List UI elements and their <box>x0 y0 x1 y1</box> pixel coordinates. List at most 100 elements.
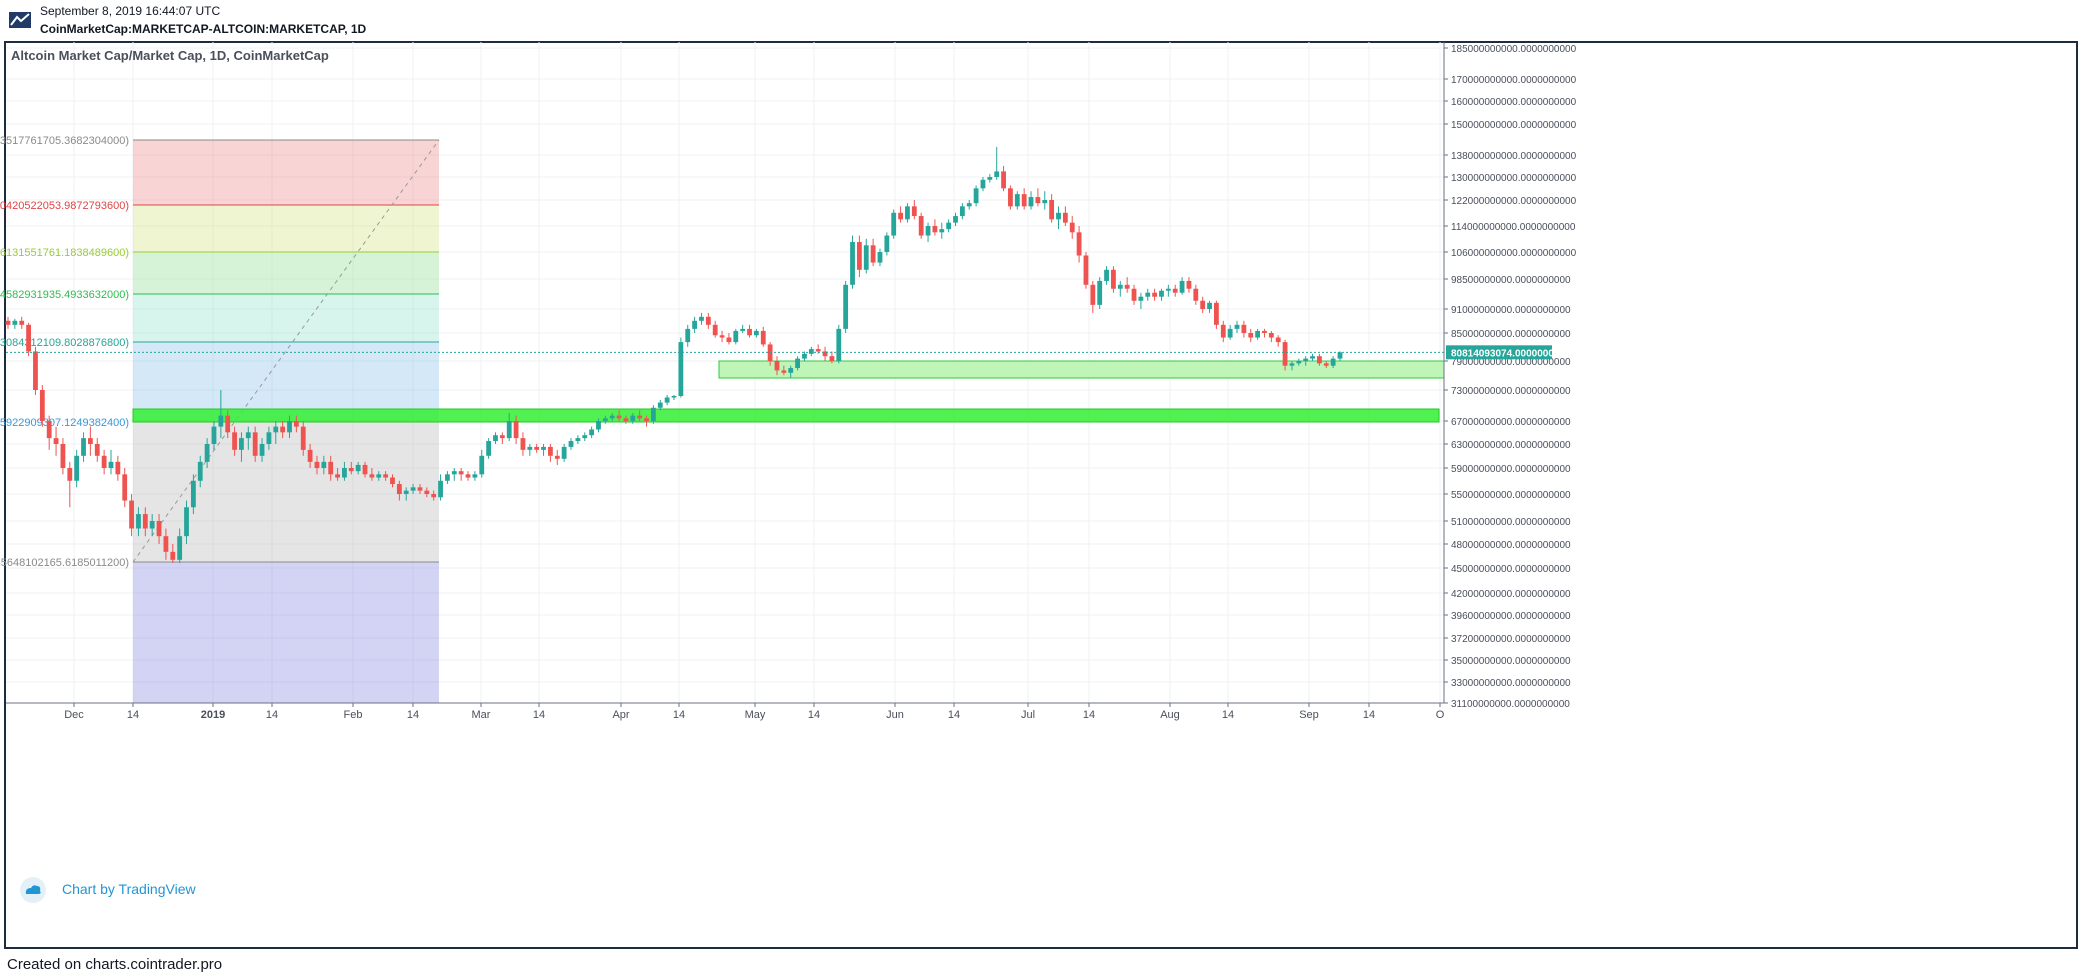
candle-body <box>81 438 86 456</box>
resistance-zone-lower <box>132 408 1440 423</box>
candle-body <box>335 474 340 478</box>
y-tick-label: 42000000000.0000000000 <box>1451 589 1571 600</box>
x-tick-label: Jul <box>1021 709 1035 721</box>
candle-body <box>445 474 450 481</box>
candle-body <box>184 507 189 537</box>
candle-body <box>163 536 169 552</box>
candle-body <box>1234 324 1240 329</box>
candle-body <box>424 490 430 494</box>
snapshot-date: September 8, 2019 16:44:07 UTC <box>40 4 221 18</box>
candle-body <box>1227 328 1233 338</box>
tradingview-logo-icon <box>9 12 31 28</box>
candle-body <box>458 471 464 475</box>
candle-body <box>1207 302 1212 309</box>
x-tick-label: 14 <box>948 709 960 721</box>
fib-zone <box>133 422 439 562</box>
candle-body <box>1014 194 1020 207</box>
fib-zone <box>133 252 439 294</box>
candle-body <box>1035 197 1041 204</box>
candle-body <box>293 421 299 427</box>
y-tick-label: 130000000000.0000000000 <box>1451 173 1577 184</box>
candle-body <box>94 444 100 456</box>
y-tick-label: 39600000000.0000000000 <box>1451 611 1571 622</box>
candle-body <box>877 252 883 263</box>
fib-level-label: 43517761705.3682304000) <box>0 135 129 147</box>
candle-body <box>994 171 1000 177</box>
candle-body <box>245 432 251 439</box>
candle-body <box>630 415 636 421</box>
candle-body <box>692 320 698 329</box>
header: September 8, 2019 16:44:07 UTC CoinMarke… <box>0 0 2087 42</box>
y-tick-label: 150000000000.0000000000 <box>1451 120 1577 131</box>
candle-body <box>795 358 800 369</box>
candle-body <box>1152 292 1158 297</box>
candle-body <box>705 316 711 325</box>
candle-body <box>513 421 519 439</box>
y-tick-label: 91000000000.0000000000 <box>1451 305 1571 316</box>
candle-body <box>1220 324 1226 338</box>
y-tick-label: 37200000000.0000000000 <box>1451 634 1571 645</box>
y-tick-label: 114000000000.0000000000 <box>1451 222 1576 233</box>
candle-body <box>959 206 965 217</box>
candle-body <box>190 480 196 508</box>
y-tick-label: 59000000000.0000000000 <box>1451 464 1571 475</box>
candle-body <box>499 435 505 439</box>
candle-body <box>1076 232 1082 256</box>
candle-body <box>671 395 677 398</box>
candle-body <box>1323 363 1329 366</box>
candle-body <box>252 432 258 456</box>
candle-body <box>753 330 759 336</box>
candle-body <box>1289 363 1295 366</box>
chart-frame <box>4 41 2078 949</box>
candle-body <box>760 330 766 345</box>
y-tick-label: 35000000000.0000000000 <box>1451 656 1571 667</box>
y-tick-label: 48000000000.0000000000 <box>1451 540 1571 551</box>
candle-body <box>946 222 952 230</box>
candle-body <box>905 206 910 220</box>
candle-body <box>53 438 59 444</box>
candle-body <box>918 216 924 236</box>
candle-body <box>1255 330 1261 338</box>
candle-body <box>802 353 807 359</box>
candle-body <box>369 474 375 478</box>
candle-body <box>1021 194 1027 207</box>
candle-body <box>554 455 560 459</box>
candle-body <box>1056 212 1061 220</box>
candle-body <box>239 438 244 450</box>
candle-body <box>1131 288 1137 301</box>
candle-body <box>836 328 842 361</box>
candle-body <box>747 328 752 336</box>
candle-body <box>726 337 732 343</box>
candle-body <box>1001 171 1006 189</box>
x-tick-label: 14 <box>266 709 278 721</box>
y-tick-label: 79000000000.0000000000 <box>1451 357 1571 368</box>
candle-body <box>355 464 361 472</box>
x-tick-label: 14 <box>407 709 419 721</box>
x-tick-label: Feb <box>344 709 363 721</box>
fib-zone <box>133 205 439 252</box>
candle-body <box>973 188 979 204</box>
candle-body <box>39 390 45 421</box>
x-tick-label: 14 <box>1083 709 1095 721</box>
candle-body <box>808 349 814 354</box>
x-tick-label: O <box>1436 709 1445 721</box>
candle-body <box>1159 290 1164 297</box>
candle-body <box>582 435 588 439</box>
candle-body <box>781 370 787 373</box>
candle-body <box>939 229 945 233</box>
candle-body <box>856 242 862 270</box>
candle-body <box>1090 284 1096 305</box>
candle-body <box>287 421 292 433</box>
candle-body <box>1262 330 1267 333</box>
candle-body <box>1241 324 1247 333</box>
candle-body <box>314 461 320 468</box>
candle-body <box>1337 352 1343 359</box>
candle-body <box>26 324 32 352</box>
x-tick-label: 2019 <box>201 709 225 721</box>
candle-body <box>300 426 306 450</box>
candle-body <box>712 324 718 336</box>
candle-body <box>5 320 11 325</box>
candle-body <box>616 415 622 419</box>
x-tick-label: 14 <box>808 709 820 721</box>
